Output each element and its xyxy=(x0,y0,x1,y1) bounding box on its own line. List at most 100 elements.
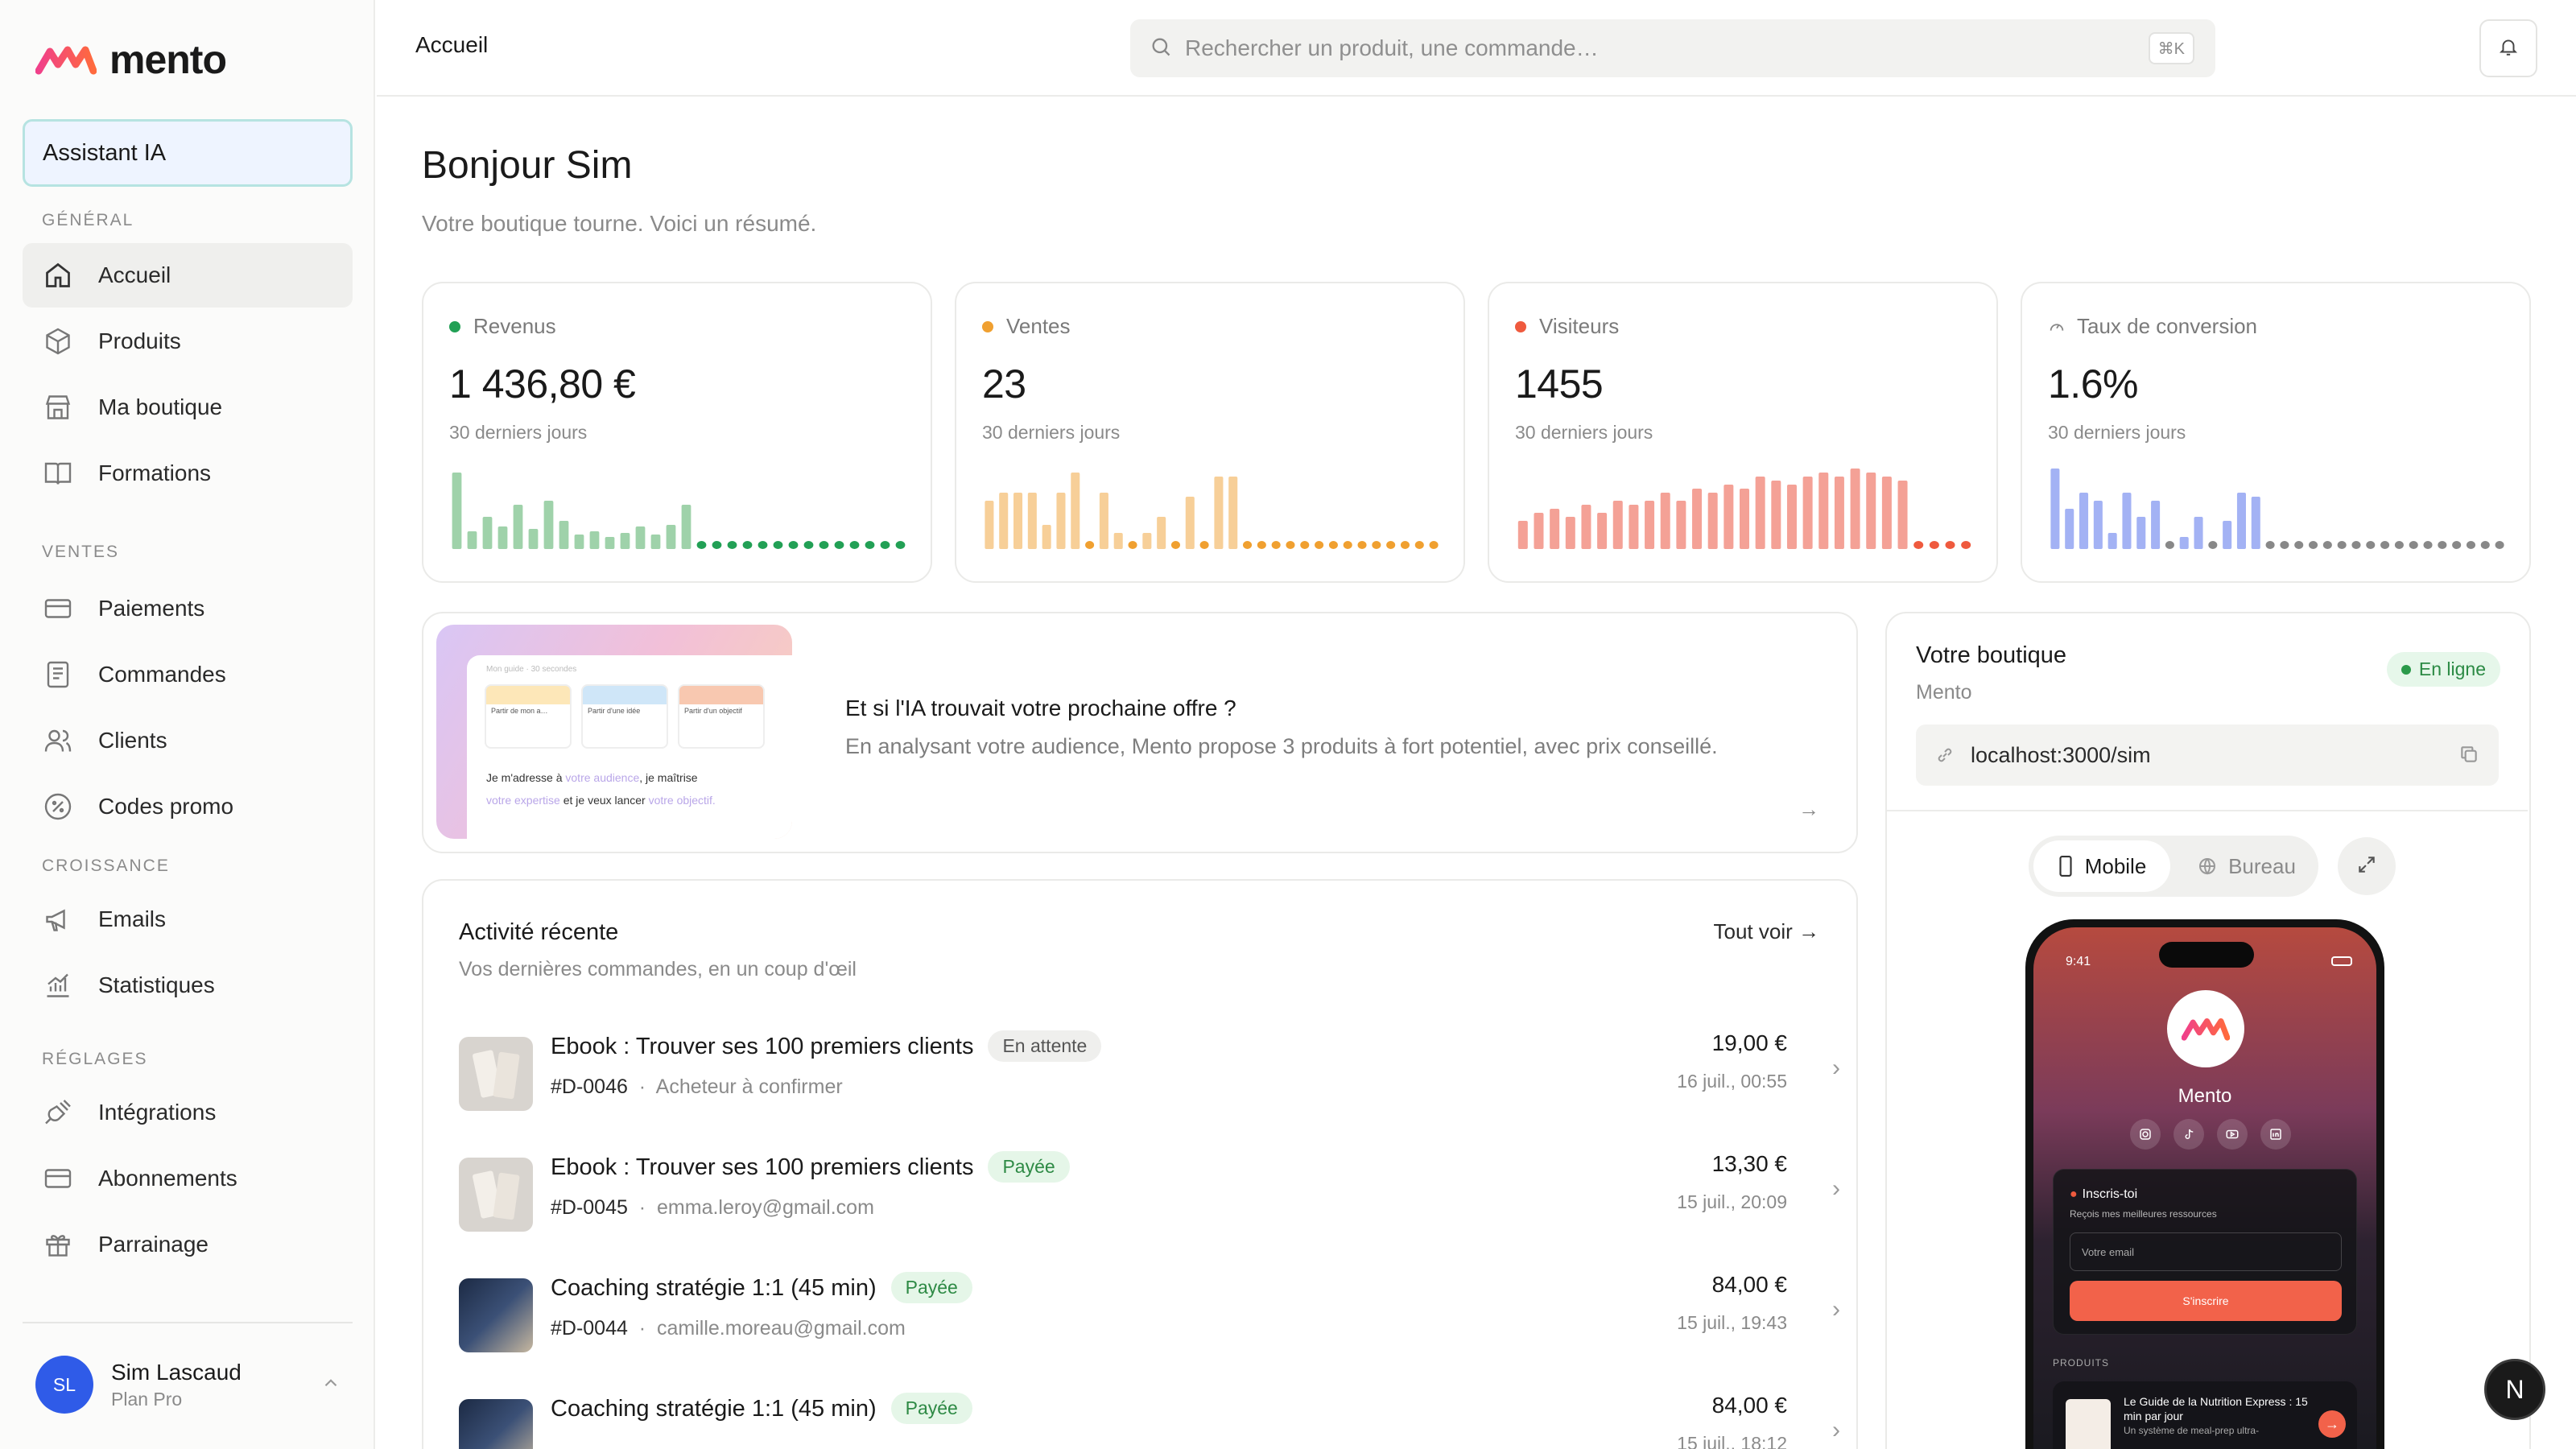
sparkline-bar xyxy=(1660,493,1670,549)
top-bar: Accueil ⌘K xyxy=(377,0,2576,97)
sparkline-ventes xyxy=(985,473,1439,549)
sparkline-bar xyxy=(1929,541,1939,549)
status-badge: En attente xyxy=(988,1030,1102,1062)
book-icon xyxy=(42,457,74,489)
nav-item-formations[interactable]: Formations xyxy=(23,441,353,506)
notifications-button[interactable] xyxy=(2479,19,2537,77)
nav-item-commandes[interactable]: Commandes xyxy=(23,642,353,707)
product-card[interactable]: Le Guide de la Nutrition Express : 15 mi… xyxy=(2053,1381,2357,1449)
nav-item-parrainage[interactable]: Parrainage xyxy=(23,1212,353,1277)
sparkline-bar xyxy=(513,505,523,549)
view-mobile-button[interactable]: Mobile xyxy=(2033,840,2170,892)
activity-row[interactable]: Ebook : Trouver ses 100 premiers clients… xyxy=(459,1026,1843,1122)
sparkline-bar xyxy=(1328,541,1338,549)
sparkline-bar xyxy=(2423,541,2433,549)
sparkline-bar xyxy=(1612,501,1623,549)
search-bar[interactable]: ⌘K xyxy=(1130,19,2215,77)
copy-icon[interactable] xyxy=(2458,744,2479,765)
sparkline-bar xyxy=(2351,541,2361,549)
sparkline-bar xyxy=(2394,541,2404,549)
online-dot xyxy=(2401,664,2411,675)
sparkline-bar xyxy=(803,541,814,549)
nav-item-statistiques[interactable]: Statistiques xyxy=(23,953,353,1018)
nav-item-paiements[interactable]: Paiements xyxy=(23,576,353,641)
nav-item-abonnements[interactable]: Abonnements xyxy=(23,1146,353,1211)
kpi-card-conversion[interactable]: Taux de conversion 1.6% 30 derniers jour… xyxy=(2021,282,2531,583)
chevron-right-icon[interactable]: › xyxy=(1832,1175,1840,1202)
see-all-link[interactable]: Tout voir → xyxy=(1713,919,1820,943)
kpi-value: 1455 xyxy=(1515,361,1604,407)
nav-item-label: Intégrations xyxy=(98,1100,217,1125)
product-thumbnail xyxy=(459,1158,533,1232)
sparkline-bar xyxy=(2337,541,2347,549)
illustration-card: Partir d'une idée xyxy=(581,684,668,749)
signup-card: ● Inscris-toi Reçois mes meilleures resso… xyxy=(2053,1169,2357,1335)
ai-assistant-button[interactable]: Assistant IA xyxy=(23,119,353,187)
kpi-card-visiteurs[interactable]: Visiteurs 1455 30 derniers jours xyxy=(1488,282,1998,583)
email-field[interactable]: Votre email xyxy=(2070,1232,2342,1271)
sparkline-bar xyxy=(742,541,753,549)
sparkline-bar xyxy=(2380,541,2390,549)
sparkline-bar xyxy=(1881,477,1892,549)
sparkline-bar xyxy=(758,541,768,549)
nav-item-label: Commandes xyxy=(98,662,226,687)
kpi-period: 30 derniers jours xyxy=(1515,422,1653,443)
sparkline-bar xyxy=(2480,541,2490,549)
signup-button[interactable]: S'inscrire xyxy=(2070,1281,2342,1321)
nav-item-ma-boutique[interactable]: Ma boutique xyxy=(23,375,353,440)
sparkline-conversion xyxy=(2050,469,2504,549)
kpi-card-ventes[interactable]: Ventes 23 30 derniers jours xyxy=(955,282,1465,583)
activity-row[interactable]: Coaching stratégie 1:1 (45 min) Payée #D-… xyxy=(459,1267,1843,1364)
sparkline-bar xyxy=(696,541,707,549)
chevron-right-icon[interactable]: › xyxy=(1832,1296,1840,1323)
search-input[interactable] xyxy=(1185,35,2070,61)
nav-item-produits[interactable]: Produits xyxy=(23,309,353,374)
user-menu[interactable]: SL Sim Lascaud Plan Pro xyxy=(35,1356,341,1414)
sparkline-bar xyxy=(1071,473,1080,549)
sparkline-bar xyxy=(2294,541,2304,549)
app-logo[interactable]: mento xyxy=(35,35,227,84)
arrow-right-icon[interactable]: → xyxy=(1798,797,1819,821)
activity-row[interactable]: Coaching stratégie 1:1 (45 min) Payée 84,… xyxy=(459,1388,1843,1449)
chevron-right-icon[interactable]: › xyxy=(1832,1055,1840,1081)
sparkline-bar xyxy=(2265,541,2275,549)
sparkline-bar xyxy=(1142,533,1152,549)
kpi-card-revenus[interactable]: Revenus 1 436,80 € 30 derniers jours xyxy=(422,282,932,583)
credit-card-icon xyxy=(42,592,74,625)
nav-item-integrations[interactable]: Intégrations xyxy=(23,1080,353,1145)
instagram-icon[interactable] xyxy=(2130,1119,2161,1150)
chevron-up-icon[interactable] xyxy=(320,1373,341,1397)
tiktok-icon[interactable] xyxy=(2174,1119,2204,1150)
floating-help-badge[interactable]: N xyxy=(2484,1359,2545,1420)
phone-time: 9:41 xyxy=(2066,955,2091,968)
sparkline-bar xyxy=(2495,541,2504,549)
expand-button[interactable] xyxy=(2338,837,2396,895)
sparkline-bar xyxy=(482,517,493,549)
youtube-icon[interactable] xyxy=(2217,1119,2248,1150)
nav-item-emails[interactable]: Emails xyxy=(23,887,353,952)
ai-offer-card[interactable]: Mon guide · 30 secondes Partir de mon a…… xyxy=(422,612,1858,853)
sparkline-bar xyxy=(1755,477,1765,549)
shop-url-field[interactable]: localhost:3000/sim xyxy=(1916,724,2499,786)
activity-row[interactable]: Ebook : Trouver ses 100 premiers clients… xyxy=(459,1146,1843,1243)
kpi-label: Revenus xyxy=(449,314,556,339)
sparkline-bar xyxy=(2093,501,2103,549)
page-subtitle: Votre boutique tourne. Voici un résumé. xyxy=(422,211,817,236)
promo-illustration: Mon guide · 30 secondes Partir de mon a…… xyxy=(436,625,792,839)
nav-item-accueil[interactable]: Accueil xyxy=(23,243,353,308)
sparkline-bar xyxy=(2079,493,2089,549)
nav-section-title: CROISSANCE xyxy=(42,857,170,875)
nav-item-codes-promo[interactable]: Codes promo xyxy=(23,774,353,839)
chevron-right-icon[interactable]: › xyxy=(1832,1417,1840,1443)
sparkline-bar xyxy=(2236,493,2246,549)
linkedin-icon[interactable] xyxy=(2260,1119,2291,1150)
arrow-right-icon[interactable]: → xyxy=(2318,1410,2346,1438)
sparkline-bar xyxy=(452,473,462,549)
sparkline-bar xyxy=(1581,505,1591,549)
sparkline-bar xyxy=(2223,521,2232,549)
view-desktop-button[interactable]: Bureau xyxy=(2178,840,2315,892)
sparkline-bar xyxy=(605,537,615,549)
sparkline-bar xyxy=(1042,525,1051,549)
nav-item-clients[interactable]: Clients xyxy=(23,708,353,773)
row-title: Coaching stratégie 1:1 (45 min) Payée xyxy=(551,1393,972,1424)
